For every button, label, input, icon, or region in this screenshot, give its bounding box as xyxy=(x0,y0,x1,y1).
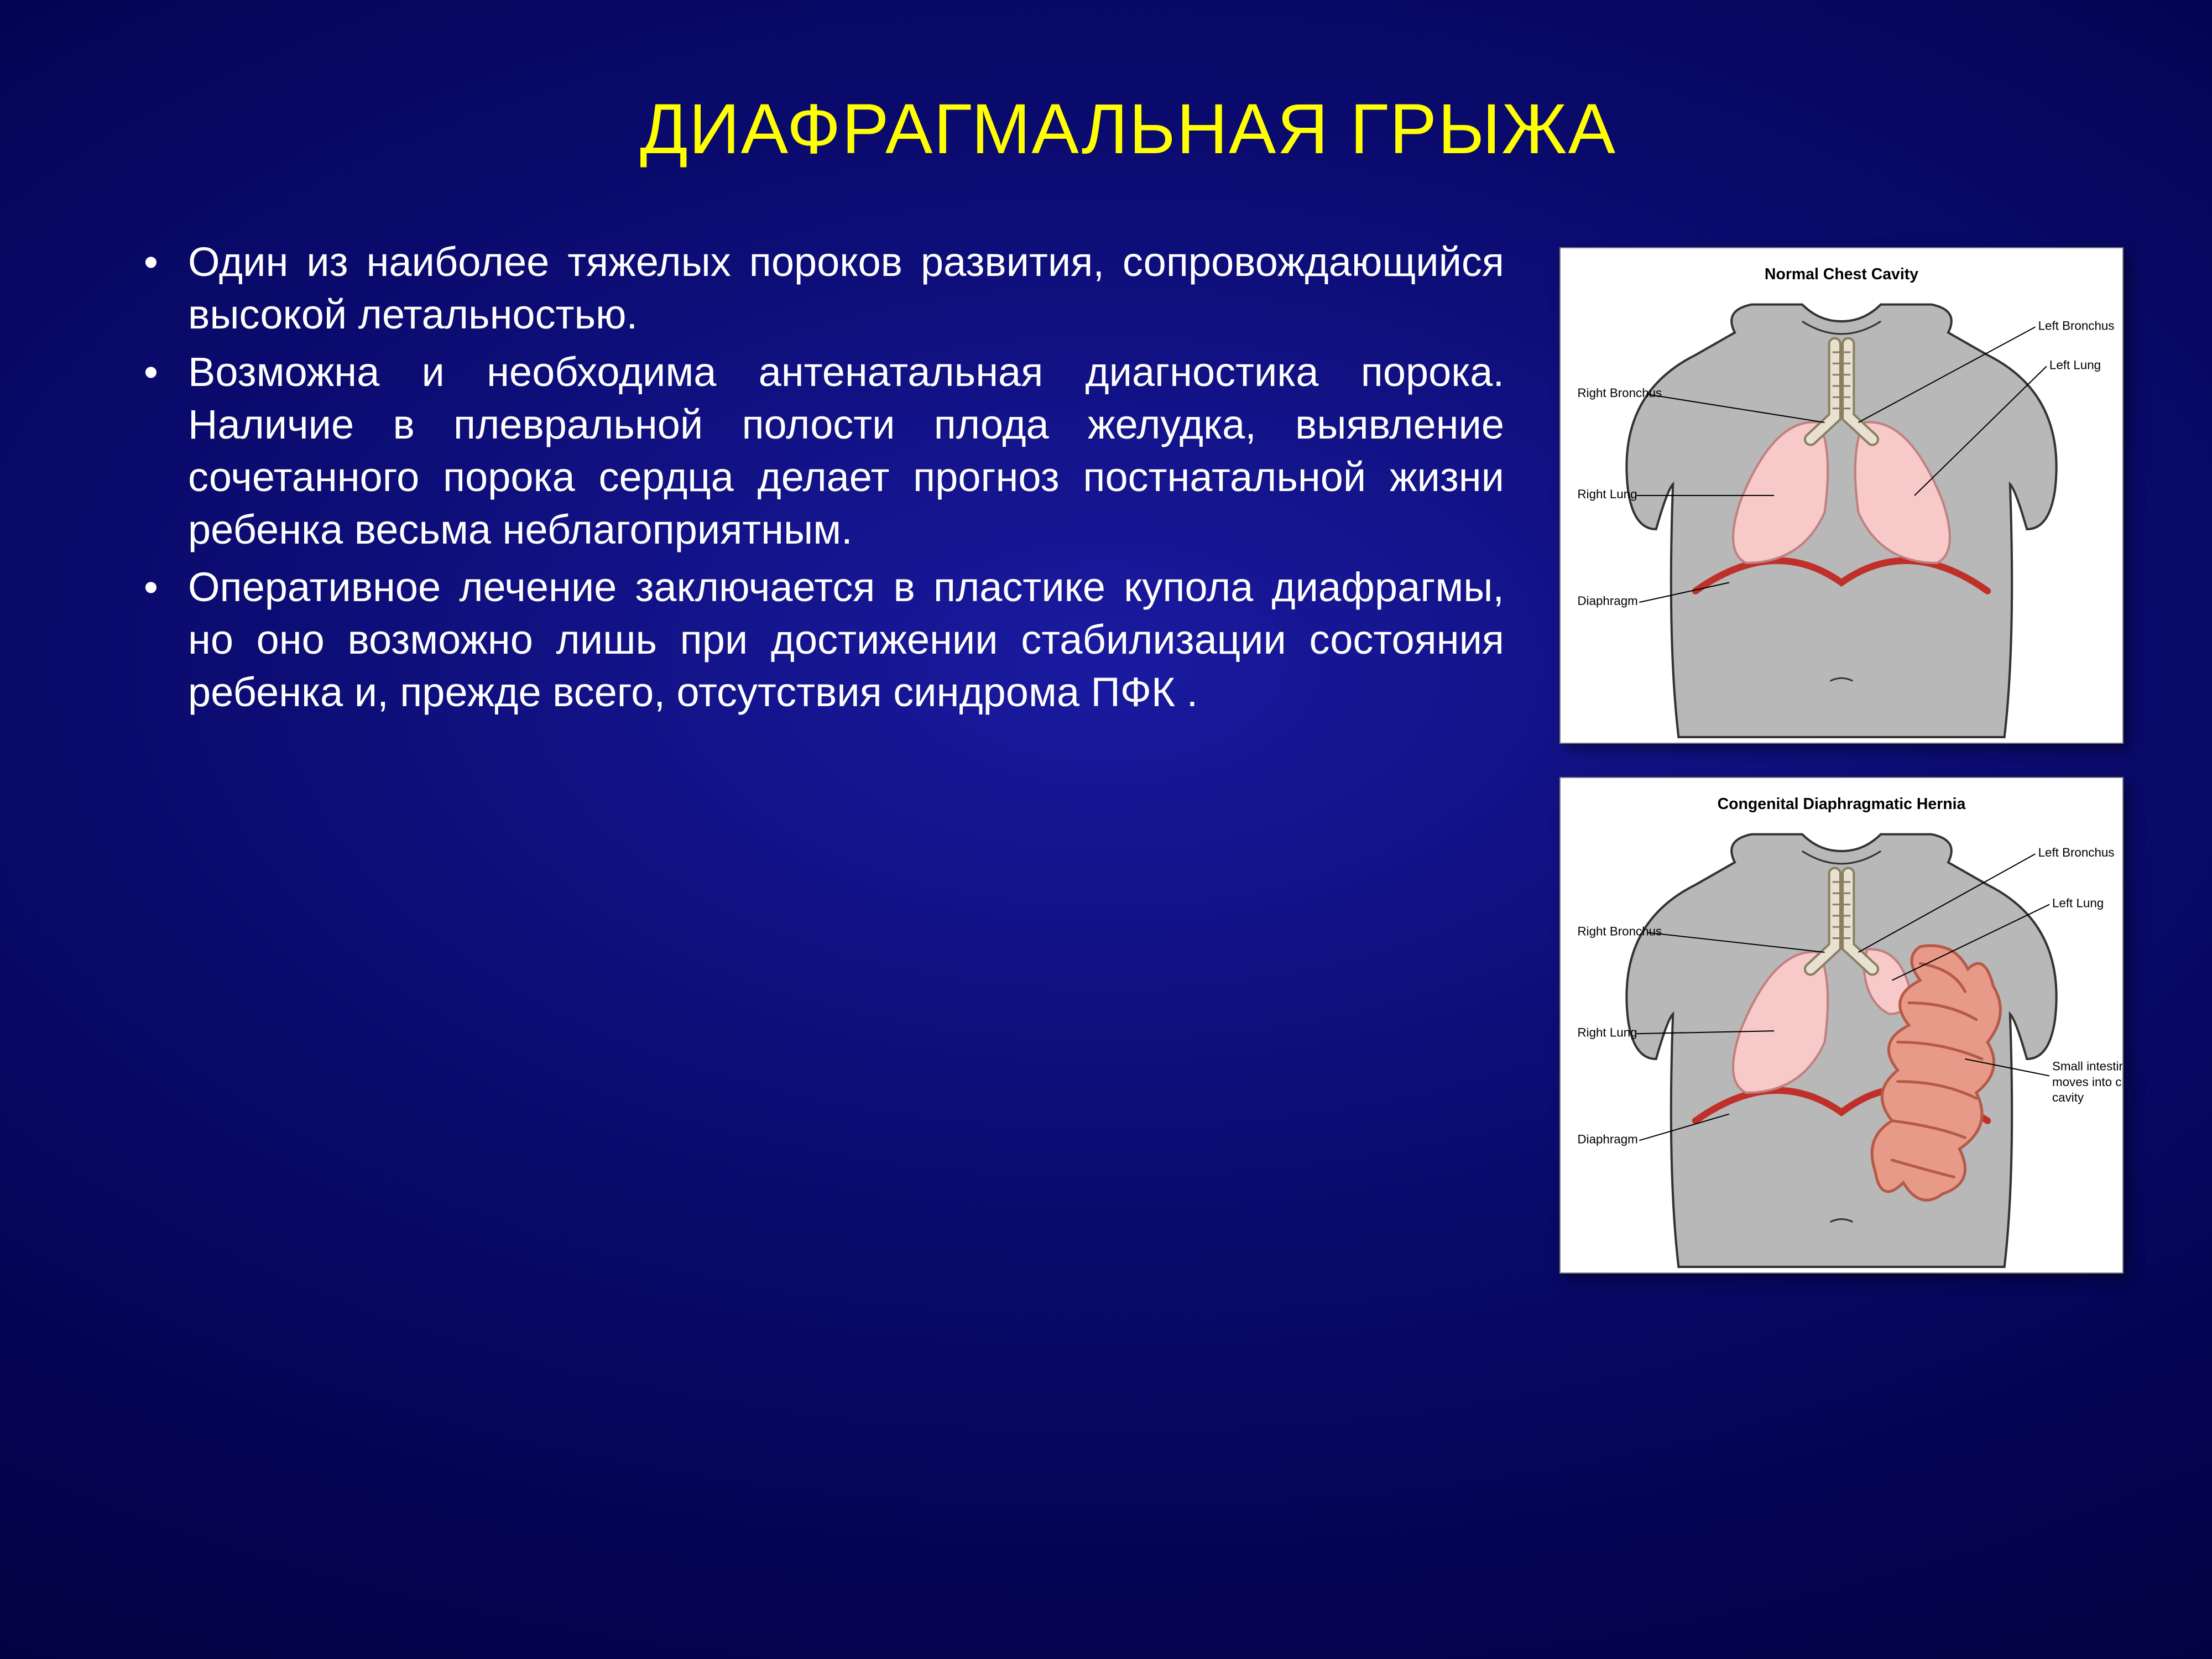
lbl-diaphragm: Diaphragm xyxy=(1577,1132,1637,1146)
slide-title: ДИАФРАГМАЛЬНАЯ ГРЫЖА xyxy=(133,88,2124,170)
lbl-right-bronchus: Right Bronchus xyxy=(1577,386,1662,400)
lbl-right-bronchus: Right Bronchus xyxy=(1577,925,1662,938)
lbl-left-bronchus: Left Bronchus xyxy=(2038,319,2115,332)
lbl-left-lung: Left Lung xyxy=(2052,896,2104,910)
bullet-item: Один из наиболее тяжелых пороков развити… xyxy=(133,236,1504,341)
lbl-intestine-1: Small intestine xyxy=(2052,1059,2122,1073)
lbl-intestine-2: moves into chest xyxy=(2052,1075,2122,1089)
lbl-left-bronchus: Left Bronchus xyxy=(2038,846,2115,859)
diagram-hernia: Congenital Diaphragmatic Hernia xyxy=(1559,777,2124,1274)
lbl-intestine-3: cavity xyxy=(2052,1091,2084,1104)
hernia-svg: Congenital Diaphragmatic Hernia xyxy=(1561,778,2122,1272)
normal-chest-svg: Normal Chest Cavity xyxy=(1561,248,2122,743)
bullet-item: Возможна и необходима антенатальная диаг… xyxy=(133,346,1504,556)
bullet-item: Оперативное лечение заключается в пласти… xyxy=(133,561,1504,718)
content-row: Один из наиболее тяжелых пороков развити… xyxy=(133,236,2124,1571)
diagram-hernia-title: Congenital Diaphragmatic Hernia xyxy=(1718,795,1966,813)
lbl-right-lung: Right Lung xyxy=(1577,1025,1637,1039)
text-column: Один из наиболее тяжелых пороков развити… xyxy=(133,236,1515,1571)
lbl-right-lung: Right Lung xyxy=(1577,487,1637,501)
diagram-normal: Normal Chest Cavity xyxy=(1559,247,2124,744)
bullet-list: Один из наиболее тяжелых пороков развити… xyxy=(133,236,1504,718)
diagram-normal-title: Normal Chest Cavity xyxy=(1765,265,1918,283)
lbl-left-lung: Left Lung xyxy=(2049,358,2101,372)
slide: ДИАФРАГМАЛЬНАЯ ГРЫЖА Один из наиболее тя… xyxy=(0,0,2212,1659)
lbl-diaphragm: Diaphragm xyxy=(1577,594,1637,608)
image-column: Normal Chest Cavity xyxy=(1559,236,2124,1571)
